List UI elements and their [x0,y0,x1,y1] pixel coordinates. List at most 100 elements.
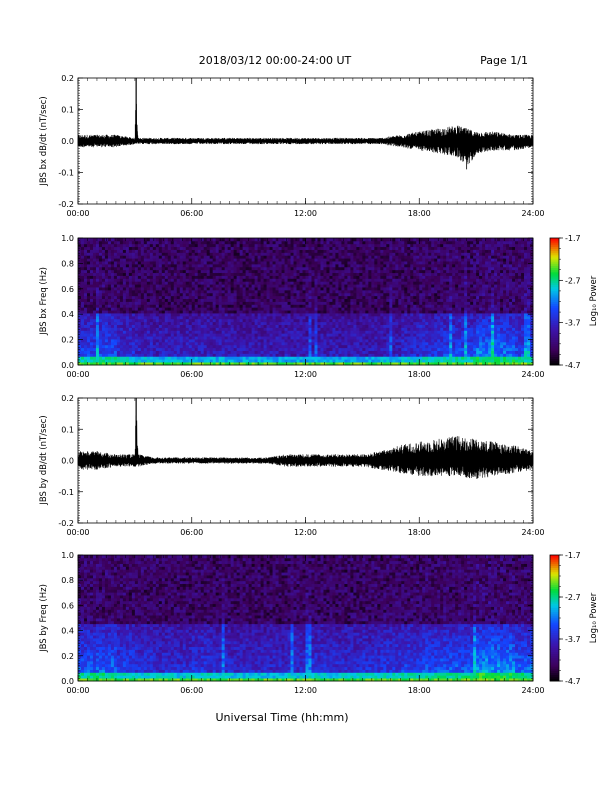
spectrogram-cell [278,362,282,366]
spectrogram-cell [164,287,169,291]
spectrogram-cell [278,266,282,271]
spectrogram-cell [230,289,235,294]
spectrogram-cell [323,289,327,294]
spectrogram-cell [371,252,375,256]
spectrogram-cell [203,304,208,308]
spectrogram-cell [299,362,303,366]
spectrogram-cell [98,298,103,302]
spectrogram-cell [203,313,208,317]
spectrogram-cell [278,313,282,317]
spectrogram-cell [140,272,145,276]
spectrogram-cell [398,362,402,366]
spectrogram-cell [176,301,181,305]
spectrogram-cell [251,258,256,262]
spectrogram-cell [389,269,393,274]
spectrogram-cell [83,336,88,340]
spectrogram-cell [326,243,330,248]
spectrogram-cell [221,307,226,311]
spectrogram-cell [215,324,220,328]
spectrogram-cell [293,266,297,271]
spectrogram-cell [182,318,187,323]
spectrogram-cell [245,324,250,328]
spectrogram-cell [119,336,124,340]
spectrogram-cell [305,275,309,279]
spectrogram-cell [137,263,142,268]
spectrogram-cell [374,292,378,297]
spectrogram-cell [200,292,205,297]
spectrogram-cell [125,249,130,253]
spectrogram-cell [191,327,196,331]
spectrogram-cell [125,263,130,268]
spectrogram-cell [383,246,387,250]
spectrogram-cell [128,356,133,360]
spectrogram-cell [143,240,148,245]
spectrogram-cell [329,321,333,325]
spectrogram-cell [125,269,130,274]
spectrogram-cell [371,295,375,300]
spectrogram-cell [233,269,238,274]
spectrogram-cell [278,336,282,340]
spectrogram-cell [80,252,85,256]
spectrogram-cell [128,278,133,282]
spectrogram-cell [128,310,133,314]
spectrogram-cell [92,238,97,242]
spectrogram-cell [239,353,244,357]
spectrogram-cell [362,238,366,242]
spectrogram-cell [206,324,211,328]
spectrogram-cell [209,321,214,325]
spectrogram-cell [374,324,378,328]
spectrogram-cell [380,295,384,300]
spectrogram-cell [191,324,196,328]
spectrogram-cell [338,298,342,302]
spectrogram-cell [164,258,169,262]
spectrogram-cell [323,298,327,302]
spectrogram-cell [305,243,309,248]
spectrogram-cell [329,238,333,242]
spectrogram-cell [164,263,169,268]
spectrogram-cell [290,289,294,294]
spectrogram-cell [326,344,330,349]
spectrogram-cell [206,321,211,325]
spectrogram-cell [353,315,357,320]
spectrogram-cell [293,278,297,282]
spectrogram-cell [173,339,178,343]
spectrogram-cell [272,272,276,276]
spectrogram-cell [380,278,384,282]
spectrogram-cell [140,281,145,285]
spectrogram-cell [323,321,327,325]
spectrogram-cell [179,336,184,340]
spectrogram-cell [104,298,109,302]
spectrogram-cell [164,310,169,314]
spectrogram-cell [179,289,184,294]
spectrogram-cell [149,324,154,328]
spectrogram-cell [92,347,97,351]
spectrogram-cell [377,292,381,297]
spectrogram-cell [281,344,285,349]
spectrogram-cell [254,269,258,274]
panel-bx-spectrogram: 1.00.80.60.40.20.000:00 06:00 12:00 18:00 24… [39,234,545,379]
spectrogram-cell [197,287,202,291]
spectrogram-cell [206,278,211,282]
spectrogram-cell [290,304,294,308]
spectrogram-cell [146,304,151,308]
spectrogram-cell [344,324,348,328]
spectrogram-cell [221,258,226,262]
spectrogram-cell [350,333,354,337]
spectrogram-cell [263,336,267,340]
spectrogram-cell [398,313,402,317]
spectrogram-cell [78,313,82,317]
spectrogram-cell [122,269,127,274]
spectrogram-cell [170,341,175,346]
spectrogram-cell [146,284,151,288]
spectrogram-cell [173,289,178,294]
spectrogram-cell [365,249,369,253]
spectrogram-cell [341,261,345,265]
spectrogram-cell [290,252,294,256]
spectrogram-cell [101,246,106,250]
spectrogram-cell [392,301,396,305]
spectrogram-cell [239,341,244,346]
spectrogram-cell [209,318,214,323]
spectrogram-cell [353,295,357,300]
spectrogram-cell [329,344,333,349]
spectrogram-cell [161,272,166,276]
